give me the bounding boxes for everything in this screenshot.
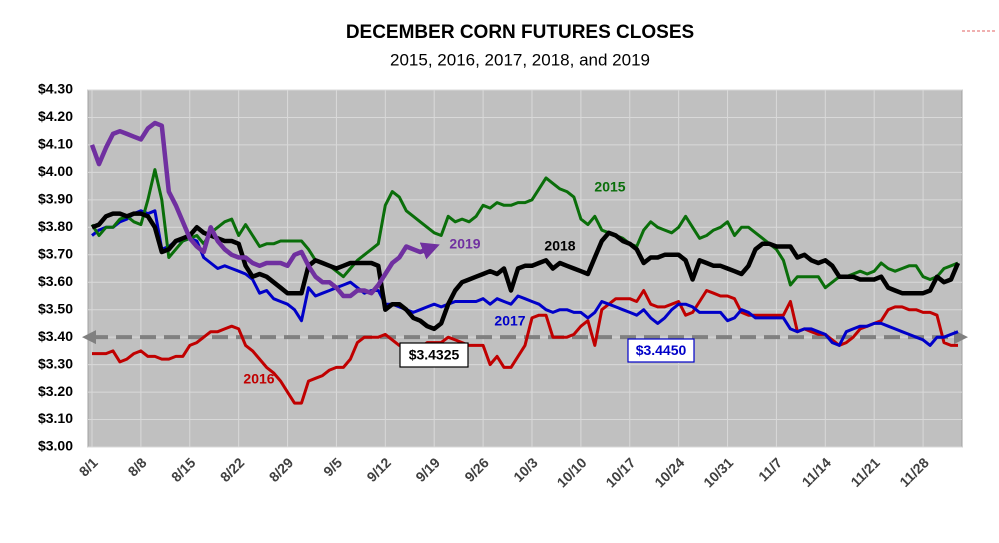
y-tick-label: $4.30 — [38, 81, 73, 97]
series-line — [91, 211, 961, 332]
x-tick-label: 8/22 — [217, 454, 248, 485]
x-tick-label: 11/28 — [896, 454, 932, 490]
x-tick-label: 9/12 — [363, 454, 394, 485]
series-label: 2017 — [494, 313, 525, 329]
x-tick-label: 10/3 — [510, 454, 541, 485]
series-label: 2016 — [243, 371, 274, 387]
x-tick-label: 9/5 — [320, 454, 345, 479]
x-tick-label: 10/31 — [700, 454, 736, 490]
x-tick-label: 9/19 — [412, 454, 443, 485]
reference-arrow — [954, 330, 968, 345]
series-line — [89, 120, 440, 299]
y-tick-label: $4.00 — [38, 163, 73, 179]
reference-arrow — [82, 330, 96, 345]
annotation-box — [627, 338, 695, 363]
x-tick-label: 11/14 — [799, 454, 835, 490]
x-tick-label: 10/10 — [554, 454, 590, 490]
chart-subtitle: 2015, 2016, 2017, 2018, and 2019 — [390, 50, 650, 69]
annotation-text: $3.4450 — [636, 342, 687, 358]
y-tick-label: $3.30 — [38, 355, 73, 371]
series-line — [90, 168, 959, 290]
chart-title: DECEMBER CORN FUTURES CLOSES — [346, 22, 694, 43]
series-line — [91, 209, 959, 347]
y-tick-label: $3.60 — [38, 273, 73, 289]
y-tick-label: $3.00 — [38, 438, 73, 454]
y-tick-label: $3.20 — [38, 383, 73, 399]
series-label: 2018 — [544, 238, 575, 254]
series-label: 2015 — [594, 179, 625, 195]
series-line — [92, 289, 958, 405]
y-tick-label: $3.90 — [38, 191, 73, 207]
y-tick-label: $3.50 — [38, 300, 73, 316]
x-tick-label: 8/1 — [76, 454, 101, 479]
x-tick-label: 11/21 — [847, 454, 883, 490]
y-tick-label: $3.70 — [38, 245, 73, 261]
x-tick-label: 11/7 — [755, 454, 785, 484]
x-tick-label: 10/24 — [651, 454, 687, 490]
x-tick-label: 8/8 — [125, 454, 150, 479]
x-tick-label: 10/17 — [602, 454, 638, 490]
annotation-text: $3.4325 — [409, 347, 460, 363]
y-tick-label: $3.10 — [38, 410, 73, 426]
x-tick-label: 9/26 — [461, 454, 492, 485]
x-tick-label: 8/29 — [266, 454, 297, 485]
y-tick-label: $3.80 — [38, 218, 73, 234]
y-tick-label: $3.40 — [38, 328, 73, 344]
y-tick-label: $4.10 — [38, 136, 73, 152]
series-label: 2019 — [449, 236, 480, 252]
annotation-box — [399, 342, 469, 368]
y-tick-label: $4.20 — [38, 108, 73, 124]
x-tick-label: 8/15 — [168, 454, 199, 485]
